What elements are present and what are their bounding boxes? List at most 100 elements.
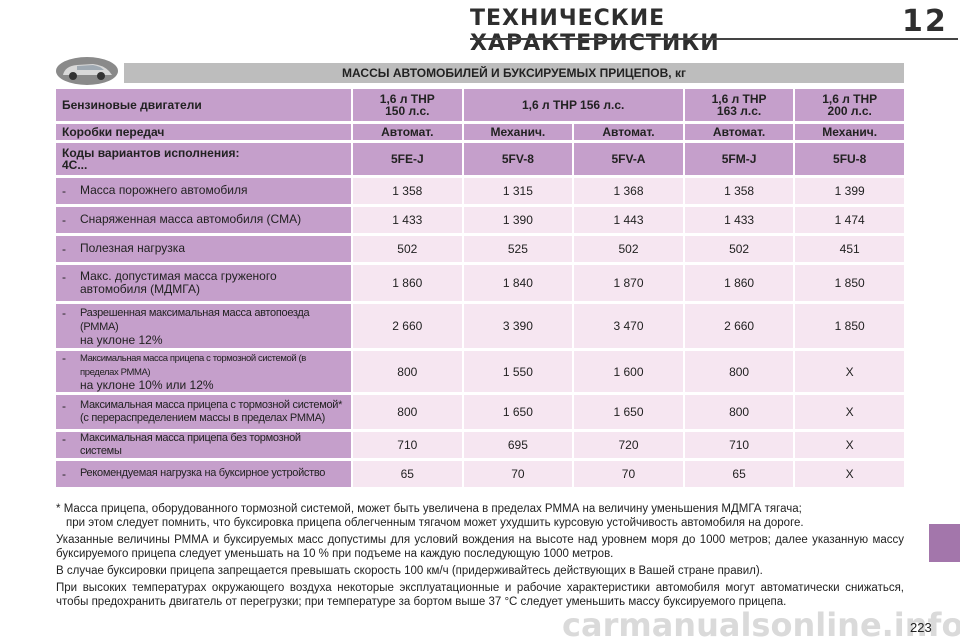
note-temperature: При высоких температурах окружающего воз… (56, 582, 904, 608)
table-cell: X (793, 351, 904, 392)
table-cell: 710 (351, 432, 462, 458)
table-cell: 1 368 (572, 178, 683, 204)
page-number: 223 (910, 620, 932, 635)
table-cell: 2 660 (351, 304, 462, 348)
variant-cell: 5FU-8 (793, 143, 904, 175)
table-cell: 3 470 (572, 304, 683, 348)
watermark: carmanualsonline.info (562, 606, 960, 644)
car-icon (56, 57, 118, 85)
footnote: * Масса прицепа, оборудованного тормозно… (56, 502, 904, 530)
footnote-star: * (56, 503, 61, 515)
variants-row: Коды вариантов исполнения: 4С... 5FE-J 5… (56, 143, 904, 175)
header-divider (470, 38, 958, 40)
table-cell: 1 358 (682, 178, 794, 204)
table-row: - Полезная нагрузка 502 525 502 502 451 (56, 236, 904, 262)
table-cell: 1 850 (793, 265, 904, 301)
variant-cell: 5FV-8 (461, 143, 573, 175)
row-label: - Полезная нагрузка (56, 236, 351, 262)
engines-row: Бензиновые двигатели 1,6 л THP 150 л.с. … (56, 89, 904, 121)
engine-col5: 1,6 л THP 200 л.с. (793, 89, 904, 121)
table-cell: 1 600 (572, 351, 683, 392)
engine-col23: 1,6 л THP 156 л.с. (461, 89, 683, 121)
table-cell: 1 870 (572, 265, 683, 301)
table-cell: 695 (461, 432, 573, 458)
row-label: - Максимальная масса прицепа без тормозно… (56, 432, 351, 458)
table-cell: 1 433 (351, 207, 462, 233)
variant-cell: 5FE-J (351, 143, 462, 175)
table-cell: 70 (461, 461, 573, 487)
table-row: - Максимальная масса прицепа с тормозной … (56, 395, 904, 429)
footnote-line1: Масса прицепа, оборудованного тормозной … (63, 503, 802, 515)
row-label: - Максимальная масса прицепа с тормозной … (56, 351, 351, 392)
table-cell: 1 650 (572, 395, 683, 429)
table-cell: 1 443 (572, 207, 683, 233)
engine-col4: 1,6 л THP 163 л.с. (682, 89, 794, 121)
row-label: - Снаряженная масса автомобиля (СМА) (56, 207, 351, 233)
table-row: - Масса порожнего автомобиля 1 358 1 315 … (56, 178, 904, 204)
engines-label: Бензиновые двигатели (56, 89, 351, 121)
table-cell: 1 550 (461, 351, 573, 392)
table-cell: X (793, 461, 904, 487)
table-cell: 502 (351, 236, 462, 262)
table-row: - Максимальная масса прицепа с тормозной … (56, 351, 904, 392)
gearbox-label: Коробки передач (56, 124, 351, 140)
table-cell: 1 399 (793, 178, 904, 204)
table-cell: 1 390 (461, 207, 573, 233)
gearbox-cell: Автомат. (351, 124, 462, 140)
table-cell: 2 660 (682, 304, 794, 348)
row-label: - Масса порожнего автомобиля (56, 178, 351, 204)
table-cell: 1 433 (682, 207, 794, 233)
table-cell: 65 (682, 461, 794, 487)
chapter-number: 12 (902, 4, 948, 39)
table-cell: 800 (682, 351, 794, 392)
table-cell: 3 390 (461, 304, 573, 348)
gearbox-cell: Механич. (793, 124, 904, 140)
table-cell: 70 (572, 461, 683, 487)
note-altitude: Указанные величины РММА и буксируемых ма… (56, 534, 904, 560)
engine-col1: 1,6 л THP 150 л.с. (351, 89, 462, 121)
chapter-side-tab (929, 524, 960, 562)
table-cell: 1 358 (351, 178, 462, 204)
table-cell: 502 (572, 236, 683, 262)
page-header-title: ТЕХНИЧЕСКИЕ ХАРАКТЕРИСТИКИ (470, 6, 720, 56)
note-speed: В случае буксировки прицепа запрещается … (56, 565, 763, 577)
gearbox-cell: Автомат. (572, 124, 683, 140)
footnote-line2: при этом следует помнить, что буксировка… (66, 517, 804, 529)
row-label: - Рекомендуемая нагрузка на буксирное уст… (56, 461, 351, 487)
table-cell: 1 474 (793, 207, 904, 233)
table-cell: 800 (351, 351, 462, 392)
row-label: - Максимальная масса прицепа с тормозной … (56, 395, 351, 429)
table-cell: 451 (793, 236, 904, 262)
table-cell: 800 (351, 395, 462, 429)
table-cell: 800 (682, 395, 794, 429)
row-label: - Разрешенная максимальная масса автопоез… (56, 304, 351, 348)
table-cell: 720 (572, 432, 683, 458)
table-row: - Разрешенная максимальная масса автопоез… (56, 304, 904, 348)
variants-label: Коды вариантов исполнения: 4С... (56, 143, 351, 175)
table-row: - Снаряженная масса автомобиля (СМА) 1 43… (56, 207, 904, 233)
gearbox-cell: Механич. (461, 124, 573, 140)
table-title: МАССЫ АВТОМОБИЛЕЙ И БУКСИРУЕМЫХ ПРИЦЕПОВ… (124, 63, 904, 83)
table-cell: 1 315 (461, 178, 573, 204)
table-cell: X (793, 395, 904, 429)
table-cell: 710 (682, 432, 794, 458)
variant-cell: 5FM-J (682, 143, 794, 175)
variant-cell: 5FV-A (572, 143, 683, 175)
notes-section: * Масса прицепа, оборудованного тормозно… (56, 502, 904, 612)
table-cell: 1 840 (461, 265, 573, 301)
table-row: - Макс. допустимая масса груженого автомо… (56, 265, 904, 301)
row-label: - Макс. допустимая масса груженого автомо… (56, 265, 351, 301)
table-row: - Максимальная масса прицепа без тормозно… (56, 432, 904, 458)
gearbox-cell: Автомат. (682, 124, 794, 140)
table-cell: X (793, 432, 904, 458)
gearbox-row: Коробки передач Автомат. Механич. Автома… (56, 124, 904, 140)
table-cell: 1 650 (461, 395, 573, 429)
table-cell: 1 850 (793, 304, 904, 348)
weights-table: Бензиновые двигатели 1,6 л THP 150 л.с. … (56, 86, 904, 490)
table-cell: 1 860 (682, 265, 794, 301)
table-cell: 525 (461, 236, 573, 262)
table-row: - Рекомендуемая нагрузка на буксирное уст… (56, 461, 904, 487)
table-cell: 502 (682, 236, 794, 262)
table-cell: 1 860 (351, 265, 462, 301)
table-cell: 65 (351, 461, 462, 487)
